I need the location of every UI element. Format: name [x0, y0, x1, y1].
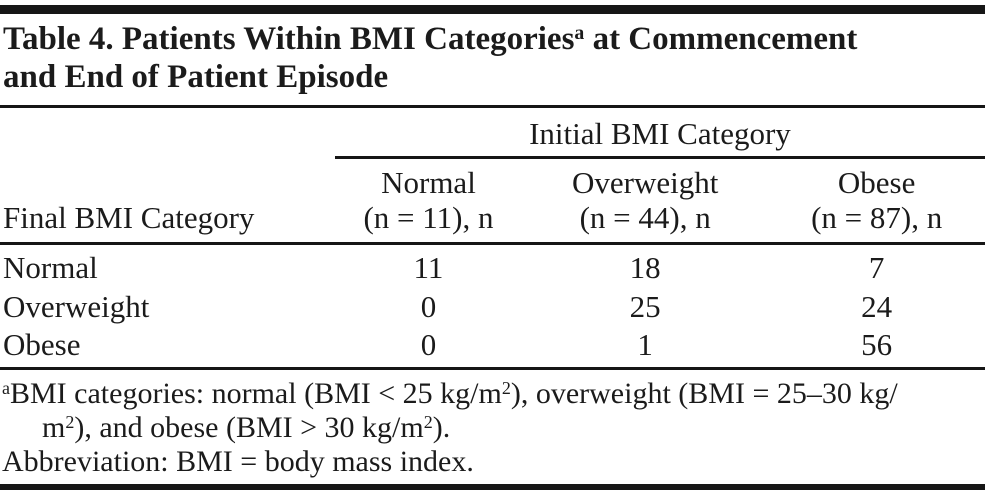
table-title-line1-rest: at Commencement — [584, 21, 858, 57]
table-row-normal: Normal 11 18 7 — [0, 244, 985, 288]
footnote-line2: m2), and obese (BMI > 30 kg/m2). — [2, 411, 985, 445]
column-n-count: (n = 87), n — [811, 200, 943, 236]
column-name: Normal — [381, 164, 476, 200]
title-footnote-marker: a — [574, 22, 585, 45]
cell-value: 0 — [420, 288, 437, 324]
cell-value: 25 — [629, 288, 661, 324]
bmi-crosstab-table: Initial BMI Category Final BMI Category … — [0, 107, 985, 370]
title-divider-rule — [0, 104, 985, 108]
final-bmi-row-header-label: Final BMI Category — [0, 157, 335, 246]
footnote-marker: a — [2, 377, 10, 398]
spanner-stub — [0, 108, 335, 158]
cell-value: 56 — [768, 325, 985, 370]
column-name: Obese — [837, 164, 916, 200]
superscript-two: 2 — [65, 411, 75, 432]
footnote-bmi-definitions: aBMI categories: normal (BMI < 25 kg/m2)… — [2, 377, 985, 445]
column-header-row: Final BMI Category Normal (n = 11), n Ov… — [0, 157, 985, 246]
footnote-line1: aBMI categories: normal (BMI < 25 kg/m2)… — [2, 377, 985, 411]
column-n-count: (n = 11), n — [363, 200, 494, 236]
footnote-text: BMI categories: normal (BMI < 25 kg/m — [10, 376, 502, 410]
footnote-text: ), overweight (BMI = 25–30 kg/ — [510, 376, 898, 410]
cell-value: 24 — [861, 288, 893, 324]
column-name: Overweight — [571, 164, 719, 200]
superscript-two: 2 — [423, 411, 433, 432]
cell-value: 11 — [413, 250, 444, 286]
footnote-text: ), and obese (BMI > 30 kg/m — [74, 410, 424, 444]
column-header-overweight: Overweight (n = 44), n — [522, 157, 769, 246]
footnotes: aBMI categories: normal (BMI < 25 kg/m2)… — [0, 370, 985, 480]
table-row-overweight: Overweight 0 25 24 — [0, 288, 985, 326]
top-rule — [0, 5, 985, 14]
row-label: Overweight — [3, 288, 150, 324]
table-title-line1: Table 4. Patients Within BMI Categoriesa… — [3, 20, 983, 58]
footnote-text: m — [42, 410, 66, 444]
cell-value: 18 — [629, 250, 661, 286]
row-label: Normal — [3, 250, 98, 286]
table-title-line2: and End of Patient Episode — [3, 59, 389, 96]
table-row-obese: Obese 0 1 56 — [0, 325, 985, 370]
table-title: Table 4. Patients Within BMI Categoriesa… — [0, 14, 985, 105]
cell-value: 1 — [522, 325, 769, 370]
column-header-obese: Obese (n = 87), n — [768, 157, 985, 246]
column-header-normal: Normal (n = 11), n — [334, 157, 523, 246]
superscript-two: 2 — [501, 377, 511, 398]
cell-value: 7 — [868, 250, 885, 286]
cell-value: 0 — [334, 325, 523, 370]
abbreviation-note: Abbreviation: BMI = body mass index. — [2, 445, 474, 479]
table-title-text: Table 4. Patients Within BMI Categories — [3, 21, 575, 57]
spanner-row: Initial BMI Category — [0, 107, 985, 159]
bottom-rule — [0, 484, 985, 490]
column-n-count: (n = 44), n — [579, 200, 711, 236]
footnote-text: ). — [432, 410, 451, 444]
row-label: Obese — [0, 325, 335, 370]
initial-bmi-spanner-header: Initial BMI Category — [334, 107, 985, 159]
